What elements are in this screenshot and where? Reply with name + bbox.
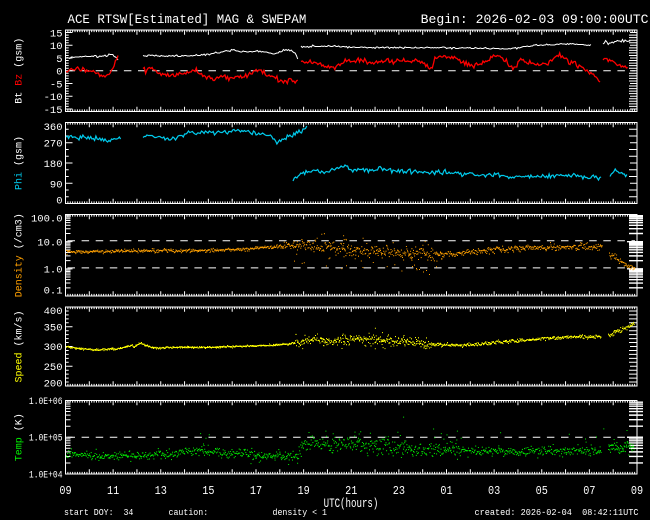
svg-text:400: 400: [44, 306, 63, 318]
svg-text:-15: -15: [44, 105, 63, 117]
svg-text:11: 11: [107, 485, 120, 498]
svg-text:-10: -10: [44, 92, 63, 104]
svg-text:1.0E+05: 1.0E+05: [29, 432, 63, 444]
svg-text:1.0E+04: 1.0E+04: [29, 468, 63, 480]
svg-text:Phi (gsm): Phi (gsm): [14, 136, 26, 190]
svg-text:15: 15: [202, 485, 214, 498]
svg-text:250: 250: [44, 362, 63, 374]
svg-text:350: 350: [44, 322, 63, 334]
svg-text:10.0: 10.0: [37, 238, 62, 250]
svg-text:13: 13: [155, 485, 167, 498]
svg-text:200: 200: [44, 379, 63, 391]
svg-text:19: 19: [298, 485, 310, 498]
svg-text:0: 0: [56, 196, 62, 208]
svg-text:caution:: caution:: [169, 508, 209, 518]
svg-text:Speed (km/s): Speed (km/s): [14, 310, 26, 382]
svg-text:UTC(hours): UTC(hours): [324, 498, 379, 512]
svg-text:300: 300: [44, 342, 63, 354]
svg-text:created: 2026-02-04 08:42:11U: created: 2026-02-04 08:42:11UTC: [474, 508, 638, 518]
svg-text:0: 0: [56, 67, 62, 79]
svg-text:ACE RTSW[Estimated] MAG & SWEP: ACE RTSW[Estimated] MAG & SWEPAM: [68, 12, 307, 27]
svg-text:5: 5: [56, 54, 62, 66]
svg-text:1.0E+06: 1.0E+06: [29, 395, 63, 407]
svg-text:Begin: 2026-02-03 09:00:00UTC: Begin: 2026-02-03 09:00:00UTC: [421, 12, 649, 27]
svg-text:Density (/cm3): Density (/cm3): [14, 213, 26, 297]
svg-text:90: 90: [50, 180, 63, 192]
svg-text:15: 15: [50, 28, 63, 40]
svg-text:03: 03: [488, 485, 500, 498]
svg-text:23: 23: [393, 485, 405, 498]
svg-text:100.0: 100.0: [31, 213, 63, 225]
svg-text:start DOY: 34: start DOY: 34: [64, 508, 133, 518]
svg-text:density < 1: density < 1: [273, 508, 328, 518]
svg-text:05: 05: [536, 485, 548, 498]
svg-text:21: 21: [345, 485, 358, 498]
svg-text:09: 09: [631, 485, 643, 498]
svg-text:10: 10: [50, 41, 63, 53]
svg-text:09: 09: [59, 485, 71, 498]
svg-text:Temp (K): Temp (K): [14, 413, 26, 461]
svg-text:07: 07: [583, 485, 595, 498]
svg-text:Bt Bz (gsm): Bt Bz (gsm): [14, 38, 26, 104]
svg-text:17: 17: [250, 485, 262, 498]
svg-text:270: 270: [44, 139, 63, 151]
svg-text:0.1: 0.1: [44, 286, 63, 298]
svg-text:01: 01: [440, 485, 453, 498]
svg-text:360: 360: [44, 122, 63, 134]
svg-text:180: 180: [44, 159, 63, 171]
svg-text:-5: -5: [50, 79, 63, 91]
svg-text:1.0: 1.0: [44, 265, 63, 277]
